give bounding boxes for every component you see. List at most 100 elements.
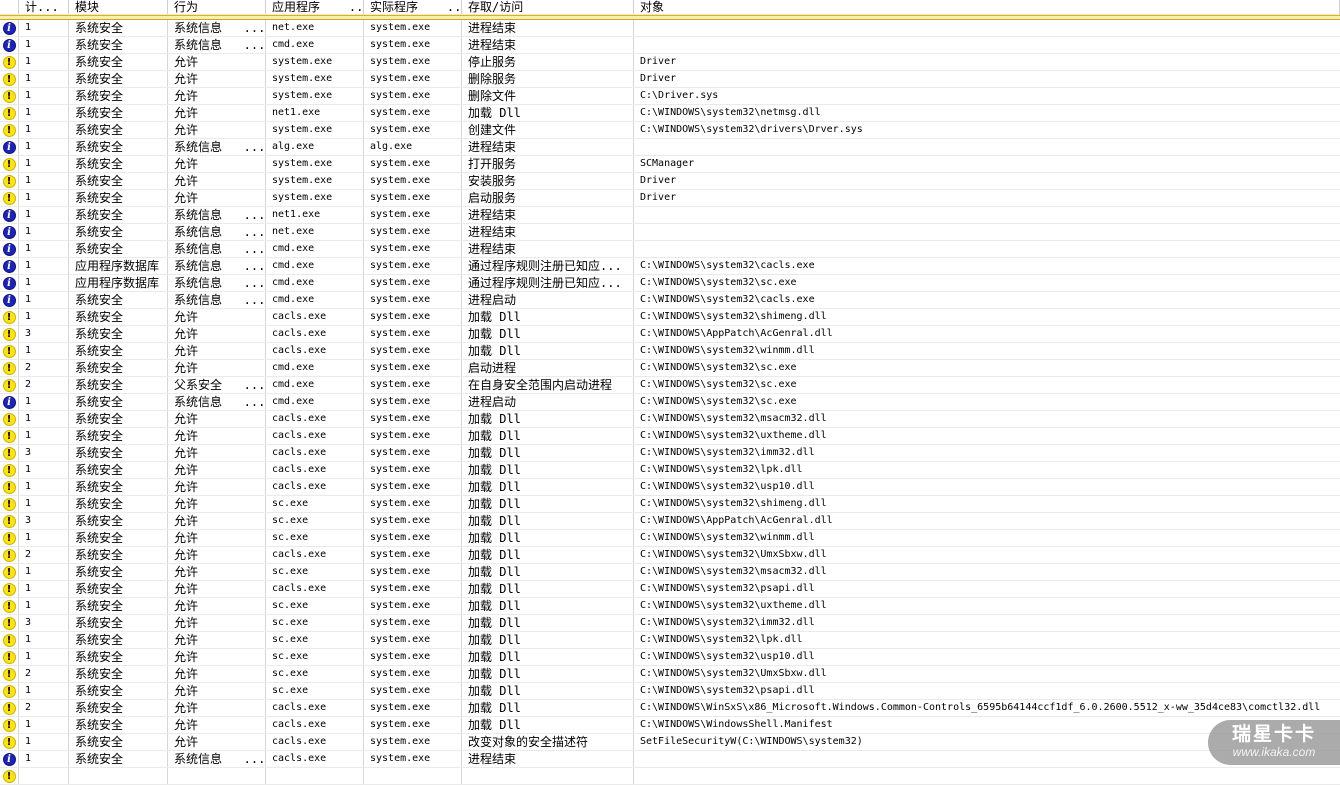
cell-application: cmd.exe [266,37,364,53]
log-row[interactable]: ! 1 系统安全 允许 system.exe system.exe 停止服务 D… [0,54,1340,71]
cell-count: 1 [19,343,69,359]
warning-icon: ! [2,531,16,545]
log-row[interactable]: ! 2 系统安全 允许 sc.exe system.exe 加载 Dll C:\… [0,666,1340,683]
cell-module: 系统安全 [69,428,168,444]
log-row[interactable]: i 1 系统安全 系统信息 ... alg.exe alg.exe 进程结束 [0,139,1340,156]
cell-module: 系统安全 [69,513,168,529]
log-row[interactable]: ! 1 系统安全 允许 sc.exe system.exe 加载 Dll C:\… [0,530,1340,547]
cell-access: 加载 Dll [462,717,634,733]
cell-module: 系统安全 [69,156,168,172]
log-row[interactable]: i 1 系统安全 系统信息 ... cmd.exe system.exe 进程启… [0,292,1340,309]
column-header-severity-icon[interactable] [0,0,19,14]
column-header-module[interactable]: 模块 [69,0,168,14]
cell-object: C:\WINDOWS\system32\lpk.dll [640,464,803,475]
cell-access: 加载 Dll [462,649,634,665]
log-row[interactable]: i 1 系统安全 系统信息 ... net1.exe system.exe 进程… [0,207,1340,224]
cell-module: 系统安全 [69,292,168,308]
cell-behavior: 允许 [168,190,266,206]
warning-icon: ! [2,429,16,443]
log-row[interactable]: ! 1 系统安全 允许 cacls.exe system.exe 加载 Dll … [0,581,1340,598]
log-row[interactable]: ! 3 系统安全 允许 cacls.exe system.exe 加载 Dll … [0,445,1340,462]
column-header-count[interactable]: 计... [19,0,69,14]
cell-actual-program: system.exe [364,462,462,478]
cell-access: 进程结束 [462,207,634,223]
log-row[interactable]: ! 1 系统安全 允许 cacls.exe system.exe 加载 Dll … [0,462,1340,479]
log-row[interactable]: ! 1 系统安全 允许 cacls.exe system.exe 加载 Dll … [0,717,1340,734]
cell-application: cacls.exe [266,717,364,733]
cell-application: cmd.exe [266,292,364,308]
cell-application: system.exe [266,54,364,70]
cell-object [634,224,1340,240]
log-row[interactable]: i 1 应用程序数据库 系统信息 ... cmd.exe system.exe … [0,258,1340,275]
log-row[interactable]: ! 1 系统安全 允许 sc.exe system.exe 加载 Dll C:\… [0,649,1340,666]
log-row[interactable]: ! 2 系统安全 允许 cacls.exe system.exe 加载 Dll … [0,547,1340,564]
log-row[interactable]: ! 1 系统安全 允许 system.exe system.exe 删除文件 C… [0,88,1340,105]
log-row[interactable]: ! 1 系统安全 允许 sc.exe system.exe 加载 Dll C:\… [0,496,1340,513]
column-header-access[interactable]: 存取/访问 [462,0,634,14]
log-row[interactable]: i 1 系统安全 系统信息 ... cmd.exe system.exe 进程结… [0,241,1340,258]
log-row[interactable]: ! 1 系统安全 允许 system.exe system.exe 创建文件 C… [0,122,1340,139]
cell-count: 1 [19,309,69,325]
column-header-object[interactable]: 对象 [634,0,1340,14]
cell-access: 安装服务 [462,173,634,189]
log-row[interactable]: ! 2 系统安全 允许 cmd.exe system.exe 启动进程 C:\W… [0,360,1340,377]
header-divider-band [0,14,1340,20]
cell-count: 1 [19,428,69,444]
warning-icon: ! [2,327,16,341]
cell-object: C:\WINDOWS\system32\cacls.exe [640,260,815,271]
log-row[interactable]: ! 1 系统安全 允许 system.exe system.exe 启动服务 D… [0,190,1340,207]
cell-behavior: 允许 [168,496,266,512]
cell-count: 1 [19,88,69,104]
log-row[interactable]: ! 1 系统安全 允许 cacls.exe system.exe 加载 Dll … [0,428,1340,445]
cell-actual-program: system.exe [364,513,462,529]
log-row[interactable]: i 1 系统安全 系统信息 ... cacls.exe system.exe 进… [0,751,1340,768]
cell-actual-program: system.exe [364,394,462,410]
log-row[interactable]: i 1 系统安全 系统信息 ... cmd.exe system.exe 进程启… [0,394,1340,411]
log-row[interactable]: ! 3 系统安全 允许 sc.exe system.exe 加载 Dll C:\… [0,615,1340,632]
log-row[interactable]: ! 3 系统安全 允许 cacls.exe system.exe 加载 Dll … [0,326,1340,343]
cell-actual-program: system.exe [364,411,462,427]
cell-application [266,768,364,784]
log-row[interactable]: ! 2 系统安全 允许 cacls.exe system.exe 加载 Dll … [0,700,1340,717]
cell-module: 应用程序数据库 [69,258,168,274]
cell-access: 通过程序规则注册已知应... [462,258,634,274]
log-row[interactable]: ! 1 系统安全 允许 system.exe system.exe 删除服务 D… [0,71,1340,88]
log-row[interactable]: ! 1 系统安全 允许 sc.exe system.exe 加载 Dll C:\… [0,632,1340,649]
log-row[interactable]: ! [0,768,1340,785]
cell-actual-program: system.exe [364,598,462,614]
log-row[interactable]: i 1 应用程序数据库 系统信息 ... cmd.exe system.exe … [0,275,1340,292]
cell-module: 系统安全 [69,530,168,546]
cell-module: 系统安全 [69,615,168,631]
log-row[interactable]: ! 1 系统安全 允许 system.exe system.exe 安装服务 D… [0,173,1340,190]
log-row[interactable]: ! 1 系统安全 允许 system.exe system.exe 打开服务 S… [0,156,1340,173]
log-row[interactable]: i 1 系统安全 系统信息 ... net.exe system.exe 进程结… [0,224,1340,241]
log-row[interactable]: ! 1 系统安全 允许 cacls.exe system.exe 改变对象的安全… [0,734,1340,751]
info-icon: i [2,259,16,273]
info-icon: i [2,395,16,409]
log-row[interactable]: i 1 系统安全 系统信息 ... net.exe system.exe 进程结… [0,20,1340,37]
column-header-behavior[interactable]: 行为 [168,0,266,14]
cell-object: C:\WINDOWS\system32\imm32.dll [640,447,815,458]
column-header-application[interactable]: 应用程序 ... [266,0,364,14]
log-row[interactable]: ! 1 系统安全 允许 net1.exe system.exe 加载 Dll C… [0,105,1340,122]
log-row[interactable]: ! 1 系统安全 允许 cacls.exe system.exe 加载 Dll … [0,479,1340,496]
cell-application: system.exe [266,190,364,206]
log-row[interactable]: ! 1 系统安全 允许 sc.exe system.exe 加载 Dll C:\… [0,564,1340,581]
log-row[interactable]: ! 3 系统安全 允许 sc.exe system.exe 加载 Dll C:\… [0,513,1340,530]
log-row[interactable]: ! 1 系统安全 允许 cacls.exe system.exe 加载 Dll … [0,411,1340,428]
log-row[interactable]: ! 1 系统安全 允许 cacls.exe system.exe 加载 Dll … [0,309,1340,326]
cell-access: 加载 Dll [462,445,634,461]
cell-object: C:\WINDOWS\system32\shimeng.dll [640,498,827,509]
cell-access [462,768,634,784]
log-row[interactable]: ! 2 系统安全 父系安全 ... cmd.exe system.exe 在自身… [0,377,1340,394]
log-row[interactable]: i 1 系统安全 系统信息 ... cmd.exe system.exe 进程结… [0,37,1340,54]
column-header-actual-program[interactable]: 实际程序 ... [364,0,462,14]
cell-application: cacls.exe [266,326,364,342]
log-row[interactable]: ! 1 系统安全 允许 sc.exe system.exe 加载 Dll C:\… [0,683,1340,700]
cell-count: 1 [19,462,69,478]
cell-behavior: 允许 [168,105,266,121]
watermark-logo-text: 瑞星卡卡 [1231,723,1316,745]
log-row[interactable]: ! 1 系统安全 允许 cacls.exe system.exe 加载 Dll … [0,343,1340,360]
cell-access: 加载 Dll [462,479,634,495]
log-row[interactable]: ! 1 系统安全 允许 sc.exe system.exe 加载 Dll C:\… [0,598,1340,615]
